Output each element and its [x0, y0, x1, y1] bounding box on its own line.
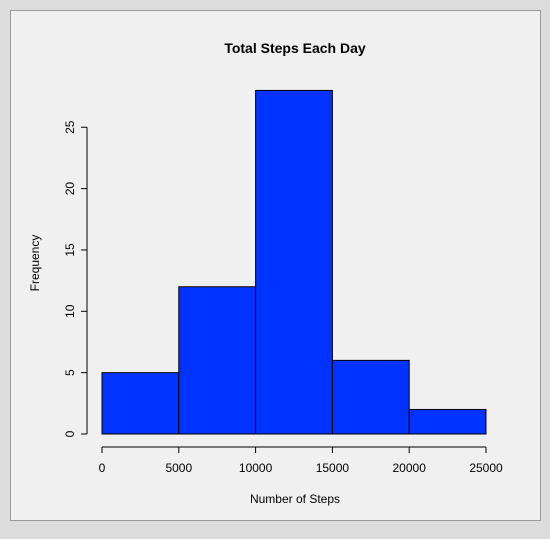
y-axis-label: Frequency — [28, 235, 42, 292]
y-tick-label: 15 — [63, 243, 77, 257]
bars-group — [102, 90, 486, 434]
histogram-bar — [332, 360, 409, 434]
y-tick-label: 10 — [63, 304, 77, 318]
y-tick-label: 25 — [63, 120, 77, 134]
x-axis: 0 5000 10000 15000 20000 25000 — [99, 447, 503, 475]
histogram-chart: Total Steps Each Day 0 5000 10000 15000 2000… — [11, 11, 540, 520]
chart-title: Total Steps Each Day — [224, 40, 366, 56]
x-tick-label: 25000 — [469, 461, 503, 475]
x-tick-label: 20000 — [393, 461, 427, 475]
histogram-bar — [256, 90, 333, 434]
x-tick-label: 10000 — [239, 461, 273, 475]
x-tick-label: 15000 — [316, 461, 350, 475]
plot-frame: Total Steps Each Day 0 5000 10000 15000 2000… — [10, 10, 541, 521]
histogram-bar — [409, 409, 486, 434]
histogram-bar — [179, 287, 256, 434]
y-tick-label: 20 — [63, 182, 77, 196]
y-tick-label: 0 — [63, 430, 77, 437]
x-axis-label: Number of Steps — [250, 492, 340, 506]
x-tick-label: 5000 — [165, 461, 192, 475]
histogram-bar — [102, 373, 179, 434]
x-tick-label: 0 — [99, 461, 106, 475]
y-tick-label: 5 — [63, 369, 77, 376]
y-axis: 0 5 10 15 20 25 — [63, 120, 87, 437]
